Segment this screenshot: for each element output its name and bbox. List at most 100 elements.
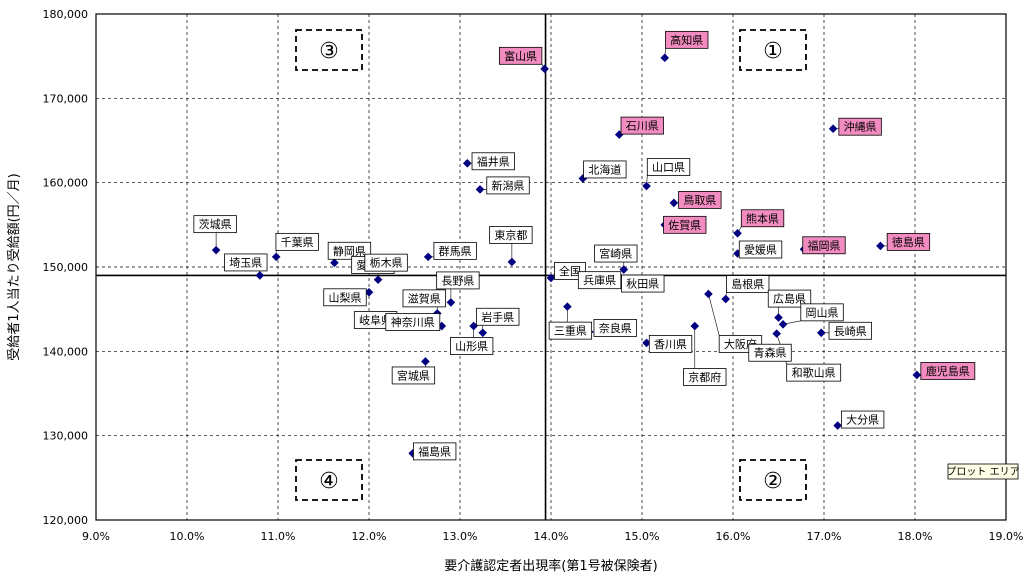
point-label-box: [323, 288, 367, 307]
point-label-box: [646, 158, 691, 176]
data-point: [423, 252, 433, 262]
point-label-box: [665, 30, 709, 49]
label-leaders: [215, 48, 888, 369]
grid-lines: [96, 14, 1006, 520]
x-tick-label: 11.0%: [261, 530, 296, 543]
point-label: 北海道: [588, 162, 621, 176]
data-point: [462, 158, 472, 168]
data-point: [330, 258, 339, 268]
quadrant-box: [739, 459, 807, 501]
data-point: [507, 257, 517, 267]
data-point: [690, 321, 700, 331]
point-label-box: [748, 343, 792, 362]
data-point: [373, 275, 383, 284]
point-label-box: [828, 321, 872, 340]
point-label: 山梨県: [329, 290, 362, 304]
point-label: 長野県: [441, 274, 474, 287]
x-tick-label: 17.0%: [807, 530, 842, 543]
plot-area-tooltip: プロット エリア: [946, 463, 1020, 480]
x-tick-label: 13.0%: [443, 530, 478, 543]
point-label-box: [433, 241, 477, 260]
point-label: 和歌山県: [792, 366, 836, 380]
point-label-box: [838, 117, 882, 136]
point-label-box: [740, 209, 785, 228]
point-label: 兵庫県: [583, 273, 616, 287]
data-point: [704, 289, 713, 299]
data-point: [578, 174, 588, 183]
point-label: 青森県: [754, 346, 787, 360]
point-label-box: [683, 368, 727, 386]
quadrant-label: ①: [763, 39, 783, 64]
point-label-box: [594, 244, 638, 263]
quadrant-label: ③: [319, 39, 339, 64]
point-label: 山形県: [455, 340, 488, 353]
y-axis-label: 受給者1人当たり受給額(円／月): [7, 173, 22, 360]
data-point: [546, 273, 556, 283]
point-label: 佐賀県: [668, 218, 701, 232]
point-label: 千葉県: [281, 235, 314, 249]
point-label-box: [327, 241, 372, 260]
x-tick-label: 19.0%: [989, 530, 1024, 543]
point-label: 香川県: [654, 338, 687, 351]
x-tick-label: 18.0%: [898, 530, 933, 543]
data-point: [772, 329, 781, 338]
point-label: 栃木県: [370, 256, 403, 270]
point-label: 岡山県: [806, 306, 839, 319]
point-label: 徳島県: [892, 235, 925, 249]
data-point: [660, 53, 670, 63]
point-label-box: [841, 410, 885, 429]
data-point: [475, 185, 485, 194]
point-label-box: [648, 334, 693, 353]
quadrant-box: [295, 29, 363, 71]
point-label-box: [486, 176, 530, 195]
quadrant-box: [295, 459, 363, 501]
point-label-box: [920, 362, 976, 380]
point-label: 福井県: [477, 154, 510, 168]
y-tick-label: 150,000: [43, 261, 89, 274]
point-label-box: [471, 152, 515, 171]
point-label: 全国: [559, 264, 581, 278]
data-point: [912, 370, 922, 380]
point-label: 宮城県: [397, 368, 430, 382]
point-label: 広島県: [773, 292, 806, 306]
point-label: 宮崎県: [599, 247, 632, 261]
point-label-box: [548, 321, 593, 340]
axis-ticks: 9.0% 10.0% 11.0% 12.0% 13.0% 14.0% 15.0% 16.0% 1…: [43, 8, 1024, 543]
point-label-box: [385, 313, 441, 331]
y-tick-label: 130,000: [43, 430, 89, 443]
point-label: 岩手県: [481, 310, 514, 324]
point-label: 神奈川県: [391, 315, 435, 329]
point-label: 島根県: [731, 277, 764, 291]
point-label: 沖縄県: [844, 120, 877, 134]
quadrant-label: ④: [319, 469, 339, 494]
x-axis-label: 要介護認定者出現率(第1号被保険者): [444, 558, 657, 574]
point-label-box: [800, 303, 844, 322]
point-label-box: [275, 232, 319, 251]
data-point: [540, 64, 549, 74]
data-points: [211, 53, 922, 458]
quadrant-box: [739, 29, 807, 71]
point-label-box: [663, 215, 707, 234]
point-label-box: [554, 262, 586, 280]
data-point: [614, 130, 624, 139]
point-label-box: [193, 215, 237, 234]
point-label: 岐阜県: [359, 314, 392, 327]
point-label-box: [391, 366, 436, 385]
point-label-box: [620, 116, 664, 135]
point-label: 熊本県: [746, 211, 779, 225]
point-label-box: [498, 46, 543, 65]
data-point: [642, 181, 651, 191]
point-label-box: [738, 240, 783, 259]
data-point: [421, 357, 430, 366]
point-label: 鹿児島県: [926, 364, 970, 378]
y-tick-label: 180,000: [43, 8, 89, 21]
point-label: 秋田県: [626, 277, 659, 291]
point-label-box: [767, 289, 812, 308]
point-label-box: [786, 363, 842, 382]
x-tick-label: 16.0%: [716, 530, 751, 543]
point-label-box: [402, 289, 446, 308]
point-label-box: [678, 191, 722, 209]
data-point: [364, 288, 374, 297]
point-label: 群馬県: [439, 244, 472, 258]
